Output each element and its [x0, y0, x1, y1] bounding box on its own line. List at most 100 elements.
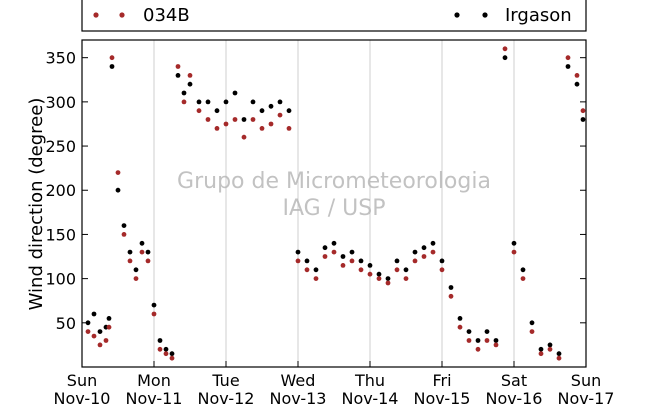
- point-irgason-61: [574, 81, 580, 87]
- point-irgason-11: [145, 249, 151, 255]
- point-034b-53: [502, 46, 508, 52]
- point-034b-2: [97, 342, 103, 348]
- x-tick-day-3: Wed: [281, 371, 316, 390]
- data-points: [85, 46, 586, 361]
- x-tick-date-2: Nov-12: [198, 389, 255, 408]
- point-irgason-52: [493, 338, 499, 343]
- x-tick-date-4: Nov-14: [342, 389, 399, 408]
- x-tick-day-1: Mon: [137, 371, 171, 390]
- point-034b-12: [151, 311, 157, 317]
- point-irgason-41: [394, 258, 400, 264]
- point-irgason-8: [127, 249, 133, 255]
- plot-frame: [81, 39, 587, 368]
- x-axis: SunNov-10MonNov-11TueNov-12WedNov-13ThuN…: [54, 361, 614, 408]
- point-034b-22: [223, 121, 229, 127]
- point-irgason-39: [376, 271, 382, 277]
- x-tick-date-6: Nov-16: [486, 389, 543, 408]
- point-irgason-31: [304, 258, 310, 264]
- point-034b-49: [466, 338, 472, 343]
- point-034b-25: [250, 117, 256, 122]
- point-irgason-34: [331, 240, 337, 246]
- point-034b-18: [187, 73, 193, 78]
- legend: 034B Irgason: [81, 0, 587, 32]
- point-034b-24: [241, 134, 247, 140]
- point-034b-19: [196, 108, 202, 114]
- legend-marker-irgason-1: [454, 12, 460, 18]
- point-034b-47: [448, 293, 454, 299]
- point-irgason-44: [421, 245, 427, 251]
- point-irgason-49: [466, 329, 472, 334]
- point-034b-61: [574, 73, 580, 78]
- point-irgason-55: [520, 267, 526, 273]
- x-tick-day-5: Fri: [432, 371, 451, 390]
- point-034b-35: [340, 263, 346, 268]
- point-034b-62: [580, 108, 586, 114]
- point-034b-21: [214, 125, 220, 131]
- point-irgason-12: [151, 302, 157, 308]
- x-tick-day-7: Sun: [571, 371, 601, 390]
- point-irgason-28: [277, 99, 283, 105]
- x-tick-date-0: Nov-10: [54, 389, 111, 408]
- point-034b-8: [127, 258, 133, 264]
- point-034b-27: [268, 121, 274, 127]
- point-034b-51: [484, 338, 490, 343]
- point-034b-55: [520, 276, 526, 281]
- point-irgason-42: [403, 267, 409, 273]
- point-034b-5: [109, 55, 115, 61]
- point-034b-13: [157, 346, 163, 352]
- legend-marker-034B-2: [119, 12, 125, 18]
- point-034b-54: [511, 249, 517, 255]
- y-tick-label-250: 250: [45, 137, 76, 156]
- point-irgason-53: [502, 55, 508, 61]
- point-034b-56: [529, 329, 535, 334]
- y-tick-label-50: 50: [56, 314, 76, 333]
- point-irgason-43: [412, 249, 418, 255]
- x-tick-day-6: Sat: [501, 371, 527, 390]
- point-034b-58: [547, 346, 553, 352]
- point-034b-1: [91, 333, 97, 339]
- point-034b-23: [232, 117, 238, 122]
- point-irgason-7: [121, 223, 127, 229]
- point-034b-43: [412, 258, 418, 264]
- point-irgason-25: [250, 99, 256, 105]
- point-irgason-14: [163, 346, 169, 352]
- point-irgason-56: [529, 320, 535, 326]
- point-irgason-10: [139, 240, 145, 246]
- point-034b-38: [367, 271, 373, 277]
- point-irgason-37: [358, 258, 364, 264]
- y-tick-label-150: 150: [45, 225, 76, 244]
- gridlines: [153, 40, 515, 367]
- point-irgason-23: [232, 90, 238, 96]
- x-tick-day-0: Sun: [67, 371, 97, 390]
- point-034b-28: [277, 112, 283, 118]
- point-irgason-33: [322, 245, 328, 251]
- point-irgason-47: [448, 285, 454, 290]
- legend-item-irgason: Irgason: [454, 5, 572, 26]
- point-034b-41: [394, 267, 400, 273]
- point-irgason-21: [214, 108, 220, 114]
- legend-frame: [81, 0, 587, 32]
- point-034b-36: [349, 258, 355, 264]
- point-034b-16: [175, 64, 181, 69]
- point-irgason-59: [556, 351, 562, 357]
- point-034b-60: [565, 55, 571, 61]
- point-034b-3: [103, 338, 109, 343]
- point-034b-26: [259, 125, 265, 131]
- y-tick-label-350: 350: [45, 49, 76, 68]
- legend-item-034B: 034B: [93, 5, 190, 26]
- point-irgason-19: [196, 99, 202, 105]
- point-034b-57: [538, 351, 544, 357]
- point-irgason-1: [91, 311, 97, 317]
- point-034b-9: [133, 276, 139, 281]
- x-tick-date-1: Nov-11: [126, 389, 183, 408]
- legend-label-irgason: Irgason: [505, 5, 572, 26]
- point-034b-4: [106, 324, 112, 330]
- point-034b-46: [439, 267, 445, 273]
- point-034b-30: [295, 258, 301, 264]
- point-irgason-48: [457, 316, 463, 321]
- point-034b-44: [421, 254, 427, 259]
- point-irgason-45: [430, 240, 436, 246]
- point-irgason-17: [181, 90, 187, 96]
- point-034b-32: [313, 276, 319, 281]
